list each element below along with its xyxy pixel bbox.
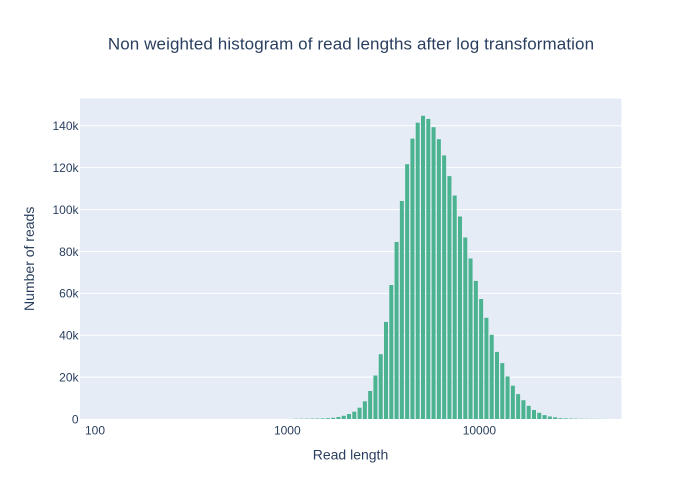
svg-text:10000: 10000 <box>463 424 497 438</box>
svg-text:1000: 1000 <box>274 424 301 438</box>
svg-text:60k: 60k <box>59 287 79 301</box>
svg-text:Non weighted histogram of read: Non weighted histogram of read lengths a… <box>108 35 594 54</box>
svg-text:140k: 140k <box>52 119 79 133</box>
svg-text:Read length: Read length <box>313 447 389 463</box>
svg-text:Number of reads: Number of reads <box>21 207 37 311</box>
svg-text:100k: 100k <box>52 203 79 217</box>
svg-text:40k: 40k <box>59 329 79 343</box>
svg-text:0: 0 <box>72 412 79 426</box>
svg-text:20k: 20k <box>59 370 79 384</box>
svg-text:100: 100 <box>85 424 105 438</box>
svg-text:80k: 80k <box>59 245 79 259</box>
svg-text:120k: 120k <box>52 161 79 175</box>
